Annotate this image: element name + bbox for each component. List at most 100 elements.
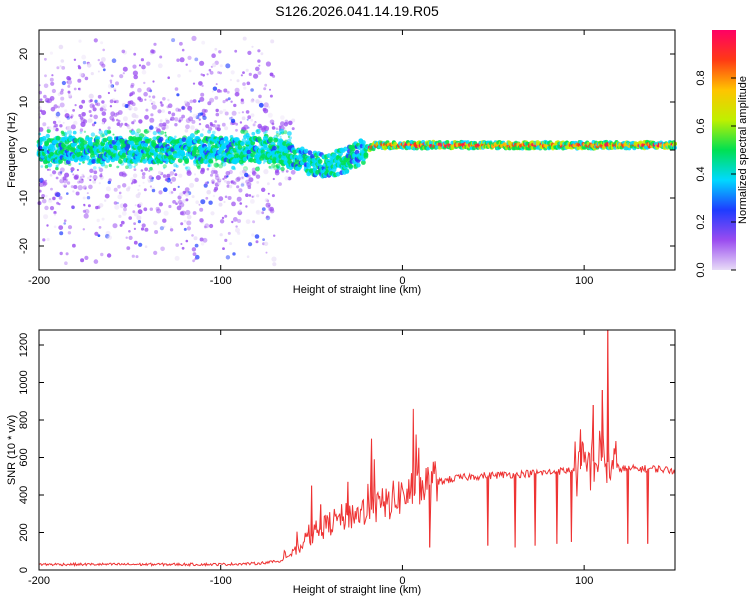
spectrogram-noise-dot	[283, 130, 288, 135]
spectrogram-signal-dot	[224, 140, 230, 146]
spectrogram-noise-dot	[247, 185, 252, 189]
spectrogram-signal-dot	[249, 157, 254, 163]
spectrogram-noise-dot	[195, 200, 199, 204]
spectrogram-noise-dot	[110, 74, 113, 77]
spectrogram-noise-dot	[137, 87, 142, 93]
spectrogram-noise-dot	[98, 182, 101, 185]
spectrogram-noise-dot	[167, 76, 170, 79]
spectrogram-noise-dot	[250, 88, 254, 92]
snr-x-tick-label: -200	[28, 575, 50, 587]
spectrogram-noise-dot	[235, 227, 240, 233]
spectrogram-noise-dot	[180, 243, 183, 245]
spectrogram-noise-dot	[267, 105, 271, 109]
spectrogram-noise-dot	[87, 162, 90, 166]
spectrogram-noise-dot	[170, 226, 172, 229]
spectrogram-signal-dot	[181, 137, 187, 143]
spectrogram-noise-dot	[158, 190, 163, 195]
spectrogram-noise-dot	[52, 120, 57, 125]
spectrogram-noise-dot	[83, 203, 86, 206]
spectrogram-noise-dot	[50, 187, 53, 191]
spectrogram-noise-dot	[217, 178, 222, 183]
spectrogram-noise-dot	[53, 104, 58, 109]
spectrogram-noise-dot	[201, 128, 205, 131]
spectrogram-noise-dot	[141, 175, 146, 180]
spectrogram-noise-dot	[214, 162, 220, 168]
spectrogram-signal-dot	[58, 159, 63, 164]
spectrogram-noise-dot	[271, 163, 276, 168]
spectrogram-noise-dot	[75, 176, 79, 180]
spectrogram-signal-dot	[250, 152, 256, 158]
spectrogram-noise-dot	[56, 66, 60, 70]
spectrogram-noise-dot	[62, 121, 65, 124]
spectrogram-noise-dot	[206, 189, 211, 195]
spectrogram-noise-dot	[87, 118, 93, 124]
spectrogram-noise-dot	[92, 107, 97, 112]
spectrogram-noise-dot	[46, 128, 51, 134]
spectrogram-noise-dot	[169, 171, 175, 176]
spectrogram-signal-dot	[363, 152, 369, 157]
spectrogram-noise-dot	[41, 198, 47, 204]
spectrogram-noise-dot	[189, 99, 194, 104]
spectrogram-noise-dot	[212, 86, 218, 91]
spectrogram-noise-dot	[82, 196, 86, 200]
spectrogram-noise-dot	[77, 180, 81, 184]
spectrogram-noise-dot	[156, 128, 161, 134]
snr-panel: -200 -100 0 100 0 200 400 600 800 1000 1200 Heigh…	[6, 329, 676, 596]
spectrogram-y-ticks: 20 10 0 -10 -20	[18, 48, 675, 254]
spectrogram-noise-dot	[224, 126, 229, 131]
spectrogram-noise-dot	[81, 54, 87, 60]
spectrogram-noise-dot	[137, 209, 143, 215]
spectrogram-noise-dot	[214, 47, 218, 51]
spectrogram-noise-dot	[198, 81, 203, 86]
spectrogram-noise-dot	[185, 209, 191, 216]
spectrogram-noise-dot	[47, 126, 52, 131]
spectrogram-noise-dot	[243, 86, 247, 90]
snr-x-tick-label: -100	[210, 575, 232, 587]
spectrogram-noise-dot	[219, 110, 223, 115]
spectrogram-signal-dot	[223, 136, 229, 141]
spectrogram-noise-dot	[199, 237, 204, 242]
spectrogram-signal-dot	[87, 137, 93, 143]
spectrogram-noise-dot	[162, 127, 166, 131]
spectrogram-noise-dot	[270, 166, 273, 170]
spectrogram-noise-dot	[102, 103, 107, 108]
spectrogram-noise-dot	[54, 191, 60, 197]
spectrogram-noise-dot	[41, 110, 47, 116]
spectrogram-noise-dot	[245, 68, 249, 72]
spectrogram-noise-dot	[83, 213, 89, 219]
spectrogram-noise-dot	[179, 211, 184, 216]
spectrogram-noise-dot	[81, 173, 85, 177]
snr-x-axis-label: Height of straight line (km)	[293, 584, 421, 596]
spectrogram-noise-dot	[257, 123, 263, 129]
spectrogram-noise-dot	[41, 181, 47, 187]
spectrogram-noise-dot	[249, 170, 252, 173]
spectrogram-noise-dot	[284, 176, 289, 181]
spectrogram-signal-dot	[344, 169, 350, 174]
spectrogram-noise-dot	[229, 78, 232, 82]
spectrogram-noise-dot	[133, 106, 138, 112]
spectrogram-noise-dot	[260, 52, 264, 56]
spectrogram-noise-dot	[268, 165, 272, 169]
spectrogram-noise-dot	[212, 123, 216, 128]
spectrogram-signal-dot	[361, 160, 366, 165]
spectrogram-noise-dot	[127, 164, 133, 169]
spectrogram-noise-dot	[117, 119, 121, 123]
spectrogram-noise-dot	[252, 123, 256, 127]
spectrogram-noise-dot	[60, 96, 65, 101]
spectrogram-noise-dot	[155, 175, 161, 181]
spectrogram-noise-dot	[78, 104, 83, 109]
spectrogram-noise-dot	[47, 100, 50, 104]
spectrogram-noise-dot	[210, 211, 215, 216]
spectrogram-noise-dot	[192, 99, 197, 103]
spectrogram-noise-dot	[141, 172, 146, 176]
spectrogram-noise-dot	[92, 174, 98, 180]
spectrogram-noise-dot	[184, 192, 189, 197]
spectrogram-noise-dot	[230, 100, 233, 103]
spectrogram-noise-dot	[198, 122, 202, 126]
spectrogram-noise-dot	[90, 132, 96, 137]
spectrogram-signal-dot	[335, 171, 341, 177]
spectrogram-noise-dot	[84, 187, 87, 190]
spectrogram-noise-dot	[240, 98, 244, 102]
spectrogram-noise-dot	[161, 109, 165, 113]
spectrogram-noise-dot	[287, 131, 292, 136]
